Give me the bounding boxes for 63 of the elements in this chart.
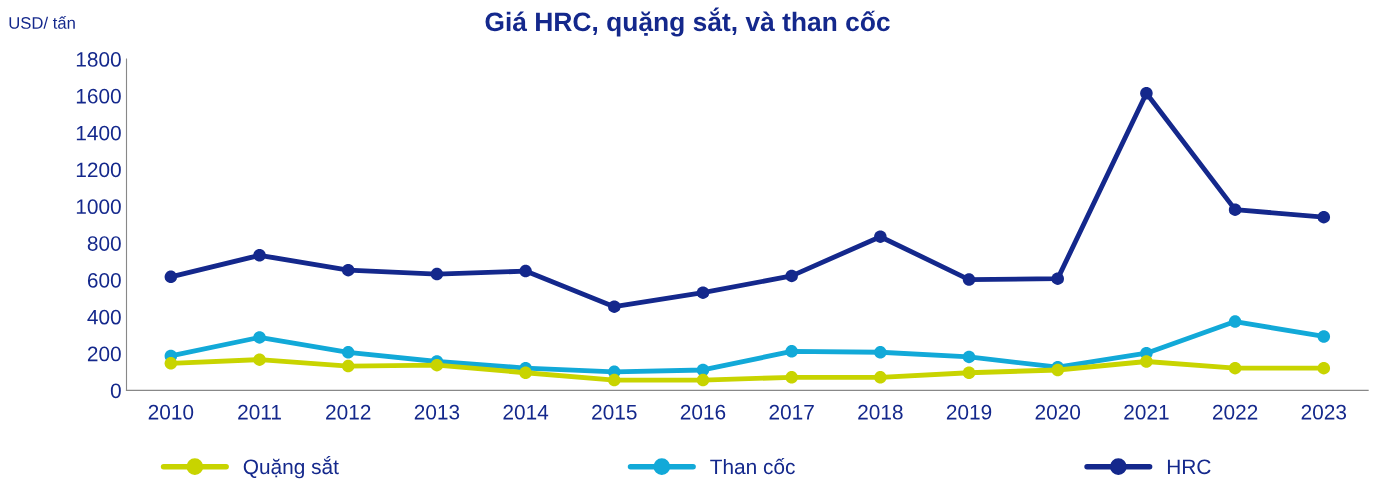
point	[874, 371, 887, 384]
legend-label: HRC	[1167, 459, 1211, 475]
x-tick-label: 2020	[1035, 404, 1081, 420]
point	[164, 357, 178, 370]
point	[874, 346, 887, 359]
y-tick-label: 1000	[76, 199, 121, 215]
point	[1140, 355, 1153, 368]
x-tick-label: 2017	[769, 404, 814, 420]
y-tick-label: 1400	[76, 125, 121, 141]
point	[874, 230, 887, 243]
y-tick-label: 800	[87, 236, 121, 251]
x-tick-label: 2015	[592, 404, 637, 420]
y-tick-label: 0	[110, 383, 121, 399]
point	[785, 345, 798, 358]
point	[608, 373, 621, 387]
x-tick-label: 2016	[680, 404, 726, 420]
x-tick-label: 2012	[326, 404, 371, 420]
y-tick-label: 200	[87, 346, 121, 362]
point	[962, 273, 976, 286]
x-tick-label: 2010	[148, 404, 194, 420]
point	[341, 263, 355, 277]
point	[1317, 330, 1331, 343]
y-axis-title: USD/ tấn	[9, 15, 75, 29]
y-tick-label: 1800	[76, 52, 121, 67]
point	[253, 353, 266, 366]
point	[519, 366, 532, 379]
x-tick-label: 2023	[1301, 404, 1347, 420]
point	[253, 249, 266, 262]
legend-label: Quặng sắt	[243, 455, 339, 479]
point	[696, 373, 710, 387]
x-tick-label: 2014	[503, 404, 549, 420]
x-tick-label: 2018	[858, 404, 903, 420]
x-tick-label: 2011	[238, 404, 281, 420]
y-tick-label: 600	[87, 272, 121, 288]
x-tick-label: 2013	[414, 404, 460, 420]
point	[430, 267, 444, 281]
point	[1317, 361, 1331, 375]
point	[519, 264, 532, 278]
point	[696, 286, 710, 299]
point	[785, 269, 798, 283]
x-tick-label: 2021	[1124, 404, 1169, 420]
point	[341, 346, 355, 359]
y-tick-label: 1600	[76, 88, 121, 104]
point	[430, 358, 444, 372]
point	[1140, 87, 1153, 100]
y-tick-label: 400	[87, 309, 121, 325]
point	[1051, 272, 1064, 285]
point	[962, 350, 976, 364]
point	[1228, 203, 1242, 216]
chart-title: Giá HRC, quặng sắt, và than cốc	[485, 7, 890, 37]
point	[1228, 361, 1242, 375]
point	[1228, 315, 1242, 328]
point	[1317, 210, 1331, 224]
y-tick-label: 1200	[76, 162, 121, 178]
point	[253, 331, 266, 344]
point	[608, 300, 621, 313]
point	[962, 366, 976, 379]
point	[785, 371, 798, 384]
x-tick-label: 2022	[1212, 404, 1258, 420]
point	[341, 359, 355, 373]
legend-label: Than cốc	[710, 457, 795, 475]
x-tick-label: 2019	[946, 404, 992, 420]
point	[164, 270, 178, 284]
